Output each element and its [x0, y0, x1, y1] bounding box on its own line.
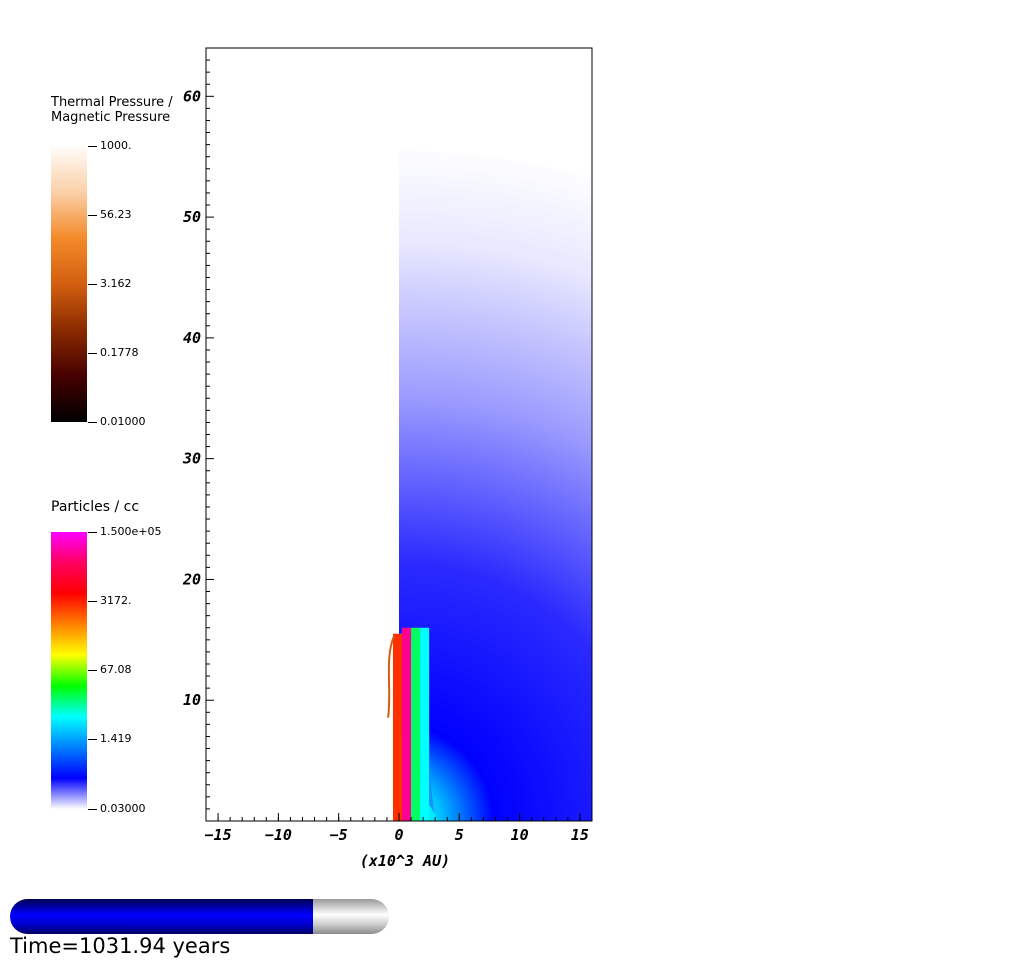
x-tick-label: −5 — [330, 826, 348, 844]
density-tick-1.4: 1.419 — [88, 732, 132, 745]
jet-band — [411, 627, 421, 821]
x-tick-label: −10 — [265, 826, 292, 844]
pressure-tick-3: 3.162 — [88, 277, 132, 290]
jet-band — [402, 627, 412, 821]
pressure-tick-0-17: 0.1778 — [88, 346, 139, 359]
pressure-colorbar-title-line2: Magnetic Pressure — [51, 110, 171, 125]
y-tick-label: 60 — [183, 87, 201, 105]
x-tick-label: −15 — [205, 826, 232, 844]
density-tick-1.5e5: 1.500e+05 — [87, 525, 162, 538]
density-tick-3172: 3172. — [88, 594, 132, 607]
pressure-tick-0-01: 0.01000 — [88, 415, 146, 428]
x-tick-label: 5 — [455, 826, 464, 844]
x-tick-label: 0 — [394, 826, 403, 844]
y-tick-label: 40 — [183, 329, 201, 347]
pressure-colorbar-title: Thermal Pressure / Magnetic Pressure — [51, 95, 173, 125]
x-tick-label: 10 — [511, 826, 529, 844]
pressure-colorbar — [51, 146, 87, 422]
density-colorbar — [51, 532, 87, 809]
pressure-colorbar-title-line1: Thermal Pressure / — [51, 95, 173, 110]
y-tick-label: 20 — [182, 570, 201, 588]
x-axis-label: (x10^3 AU) — [360, 852, 450, 870]
y-tick-label: 30 — [182, 450, 201, 468]
pressure-tick-56: 56.23 — [88, 208, 132, 221]
density-field — [399, 150, 592, 821]
density-colorbar-title: Particles / cc — [51, 499, 140, 515]
jet-band — [420, 627, 430, 821]
jet-outflow-trace — [387, 635, 396, 718]
time-label: Time=1031.94 years — [10, 934, 231, 958]
y-tick-label: 10 — [183, 691, 201, 709]
density-tick-0.03: 0.03000 — [88, 802, 146, 815]
x-tick-label: 15 — [571, 826, 589, 844]
pressure-tick-1000: 1000. — [88, 139, 132, 152]
time-progress-bar — [10, 899, 389, 934]
y-tick-label: 50 — [183, 208, 201, 226]
jet-band — [392, 633, 403, 821]
time-progress-fill — [10, 899, 314, 934]
density-tick-67: 67.08 — [88, 663, 132, 676]
